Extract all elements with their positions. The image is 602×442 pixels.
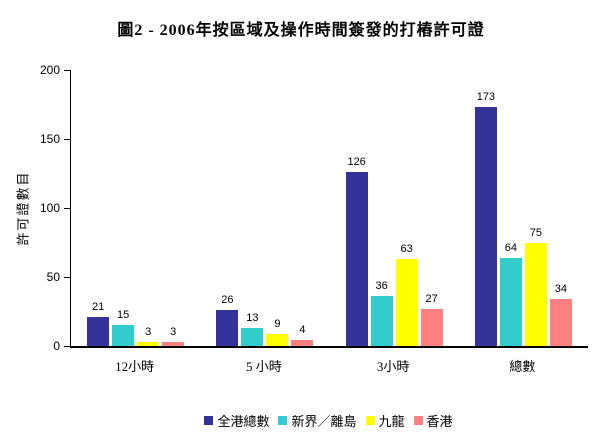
bar-group-3: 126 36 63 27	[330, 70, 459, 346]
bar-全港總數: 173	[474, 91, 497, 346]
legend-swatch-icon	[204, 416, 214, 425]
bar-香港: 4	[291, 324, 314, 346]
legend-item-香港: 香港	[413, 411, 453, 430]
bar-全港總數: 26	[216, 294, 239, 346]
bar-九龍: 75	[524, 227, 547, 346]
legend-label: 全港總數	[217, 414, 270, 429]
legend-swatch-icon	[365, 416, 375, 425]
x-category-label: 總數	[509, 359, 536, 374]
value-label: 75	[529, 226, 542, 239]
y-tick-label: 100	[39, 201, 60, 215]
y-tick-label: 50	[46, 270, 60, 284]
y-tick-mark	[64, 346, 70, 347]
value-label: 173	[476, 91, 496, 104]
bar-九龍: 63	[395, 243, 418, 346]
bar-香港: 27	[420, 293, 443, 346]
legend-label: 香港	[426, 414, 453, 429]
x-category-label: 3小時	[376, 359, 410, 374]
y-tick-mark	[64, 208, 70, 209]
value-label: 27	[425, 292, 438, 305]
value-label: 3	[170, 325, 177, 338]
y-tick-mark	[64, 139, 70, 140]
y-tick-mark	[64, 70, 70, 71]
bar-九龍: 3	[137, 326, 160, 346]
value-label: 36	[375, 280, 388, 293]
value-label: 21	[92, 301, 105, 314]
legend: 全港總數 新界／離島 九龍 香港	[70, 411, 587, 430]
x-category-label: 12小時	[115, 359, 155, 374]
bar-新界／離島: 64	[499, 242, 522, 346]
legend-item-九龍: 九龍	[365, 411, 405, 430]
legend-item-全港總數: 全港總數	[204, 411, 269, 430]
value-label: 63	[400, 243, 413, 256]
value-label: 13	[246, 312, 259, 325]
y-tick-label: 150	[39, 132, 60, 146]
plot-area: 21 15 3 3 26 13 9 4 126 36 63 27 173 64 75 34	[70, 70, 588, 348]
bar-group-1: 21 15 3 3	[71, 70, 200, 346]
value-label: 26	[221, 294, 234, 307]
x-category-label: 5 小時	[245, 359, 282, 374]
bar-香港: 3	[162, 326, 185, 346]
bar-group-4: 173 64 75 34	[459, 70, 588, 346]
bar-新界／離島: 13	[241, 312, 264, 346]
legend-swatch-icon	[278, 416, 288, 425]
bar-全港總數: 126	[345, 156, 368, 346]
bar-group-2: 26 13 9 4	[200, 70, 329, 346]
y-tick-label: 200	[39, 63, 60, 77]
value-label: 64	[504, 241, 517, 254]
bar-新界／離島: 36	[370, 280, 393, 346]
value-label: 4	[299, 324, 306, 337]
y-tick-label: 0	[53, 339, 60, 353]
bar-香港: 34	[549, 283, 572, 346]
legend-label: 九龍	[378, 414, 405, 429]
bar-全港總數: 21	[87, 301, 110, 346]
value-label: 34	[554, 283, 567, 296]
value-label: 15	[117, 309, 130, 322]
value-label: 126	[347, 156, 366, 169]
bar-新界／離島: 15	[112, 309, 135, 346]
y-tick-mark	[64, 277, 70, 278]
bar-九龍: 9	[266, 318, 289, 346]
legend-swatch-icon	[413, 416, 423, 425]
legend-item-新界／離島: 新界／離島	[278, 411, 357, 430]
value-label: 9	[274, 317, 281, 330]
value-label: 3	[145, 325, 152, 338]
legend-label: 新界／離島	[291, 414, 357, 429]
chart-title: 圖2 - 2006年按區域及操作時間簽發的打樁許可證	[117, 22, 485, 39]
